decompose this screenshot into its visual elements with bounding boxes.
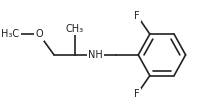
Text: CH₃: CH₃ — [66, 24, 84, 34]
Text: H₃C: H₃C — [1, 29, 19, 39]
Text: F: F — [134, 89, 140, 99]
Text: F: F — [134, 11, 140, 21]
Text: NH: NH — [88, 50, 103, 60]
Text: O: O — [35, 29, 43, 39]
